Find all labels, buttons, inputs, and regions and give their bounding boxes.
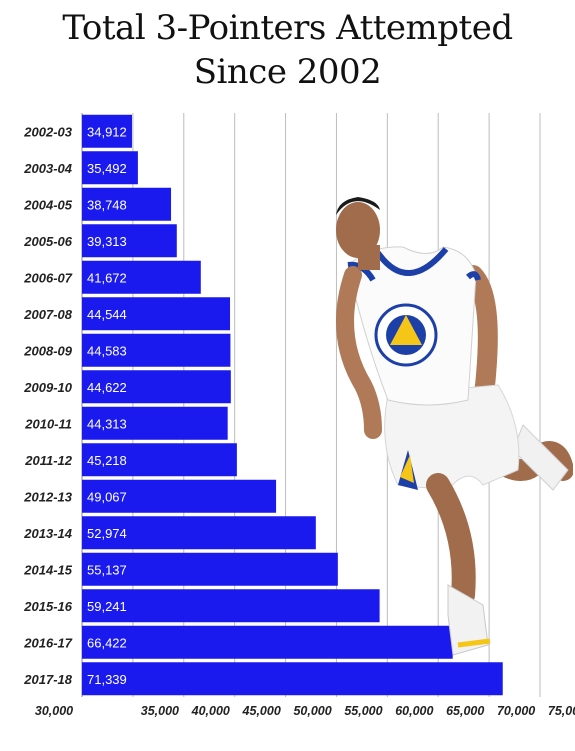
bar bbox=[82, 224, 177, 258]
data-label: 35,492 bbox=[87, 161, 127, 176]
data-label: 38,748 bbox=[87, 197, 127, 212]
data-label: 55,137 bbox=[87, 562, 127, 577]
data-label: 44,544 bbox=[87, 307, 127, 322]
x-tick-label: 35,000 bbox=[141, 704, 179, 718]
category-label: 2017-18 bbox=[23, 672, 72, 687]
bar bbox=[82, 297, 231, 331]
category-label: 2004-05 bbox=[23, 197, 72, 212]
data-label: 52,974 bbox=[87, 526, 127, 541]
data-label: 34,912 bbox=[87, 124, 127, 139]
category-label: 2016-17 bbox=[23, 635, 72, 650]
x-tick-label: 60,000 bbox=[395, 704, 433, 718]
category-label: 2002-03 bbox=[23, 124, 72, 139]
data-label: 66,422 bbox=[87, 635, 127, 650]
bar bbox=[82, 406, 228, 440]
bar bbox=[82, 187, 172, 221]
category-label: 2009-10 bbox=[23, 380, 72, 395]
category-label: 2015-16 bbox=[23, 599, 72, 614]
bar bbox=[82, 552, 338, 586]
data-label: 44,313 bbox=[87, 416, 127, 431]
basketball-player-icon bbox=[336, 197, 573, 656]
category-label: 2011-12 bbox=[24, 453, 73, 468]
bar bbox=[82, 662, 503, 696]
chart-title-line-2: Since 2002 bbox=[193, 52, 382, 92]
bar bbox=[82, 589, 380, 623]
category-label: 2012-13 bbox=[23, 489, 72, 504]
data-label: 45,218 bbox=[87, 453, 127, 468]
x-tick-label: 55,000 bbox=[344, 704, 382, 718]
x-tick-label: 70,000 bbox=[497, 704, 535, 718]
chart-title: Total 3-Pointers Attempted Since 2002 bbox=[0, 6, 575, 94]
category-label: 2008-09 bbox=[23, 343, 72, 358]
x-tick-label: 65,000 bbox=[446, 704, 484, 718]
x-tick-label: 75,000 bbox=[548, 704, 575, 718]
category-label: 2010-11 bbox=[24, 416, 72, 431]
x-tick-label: 50,000 bbox=[293, 704, 331, 718]
x-tick-label: 45,000 bbox=[242, 704, 281, 718]
data-label: 59,241 bbox=[87, 599, 127, 614]
chart-title-line-1: Total 3-Pointers Attempted bbox=[62, 8, 513, 48]
bar bbox=[82, 479, 277, 513]
bar bbox=[82, 114, 132, 148]
data-label: 71,339 bbox=[87, 672, 127, 687]
category-label: 2007-08 bbox=[23, 307, 72, 322]
category-label: 2005-06 bbox=[23, 234, 72, 249]
bar bbox=[82, 516, 316, 550]
bar bbox=[82, 370, 231, 404]
data-label: 44,622 bbox=[87, 380, 127, 395]
data-label: 49,067 bbox=[87, 489, 127, 504]
bar bbox=[82, 260, 201, 294]
category-label: 2013-14 bbox=[23, 526, 72, 541]
data-label: 41,672 bbox=[87, 270, 127, 285]
x-tick-label: 40,000 bbox=[191, 704, 230, 718]
category-label: 2014-15 bbox=[23, 562, 72, 577]
bar bbox=[82, 333, 231, 367]
category-label: 2003-04 bbox=[23, 161, 72, 176]
data-label: 39,313 bbox=[87, 234, 127, 249]
bar bbox=[82, 625, 453, 659]
bar bbox=[82, 151, 138, 185]
bar bbox=[82, 443, 237, 477]
x-tick-label: 30,000 bbox=[35, 704, 73, 718]
category-label: 2006-07 bbox=[23, 270, 72, 285]
data-label: 44,583 bbox=[87, 343, 127, 358]
